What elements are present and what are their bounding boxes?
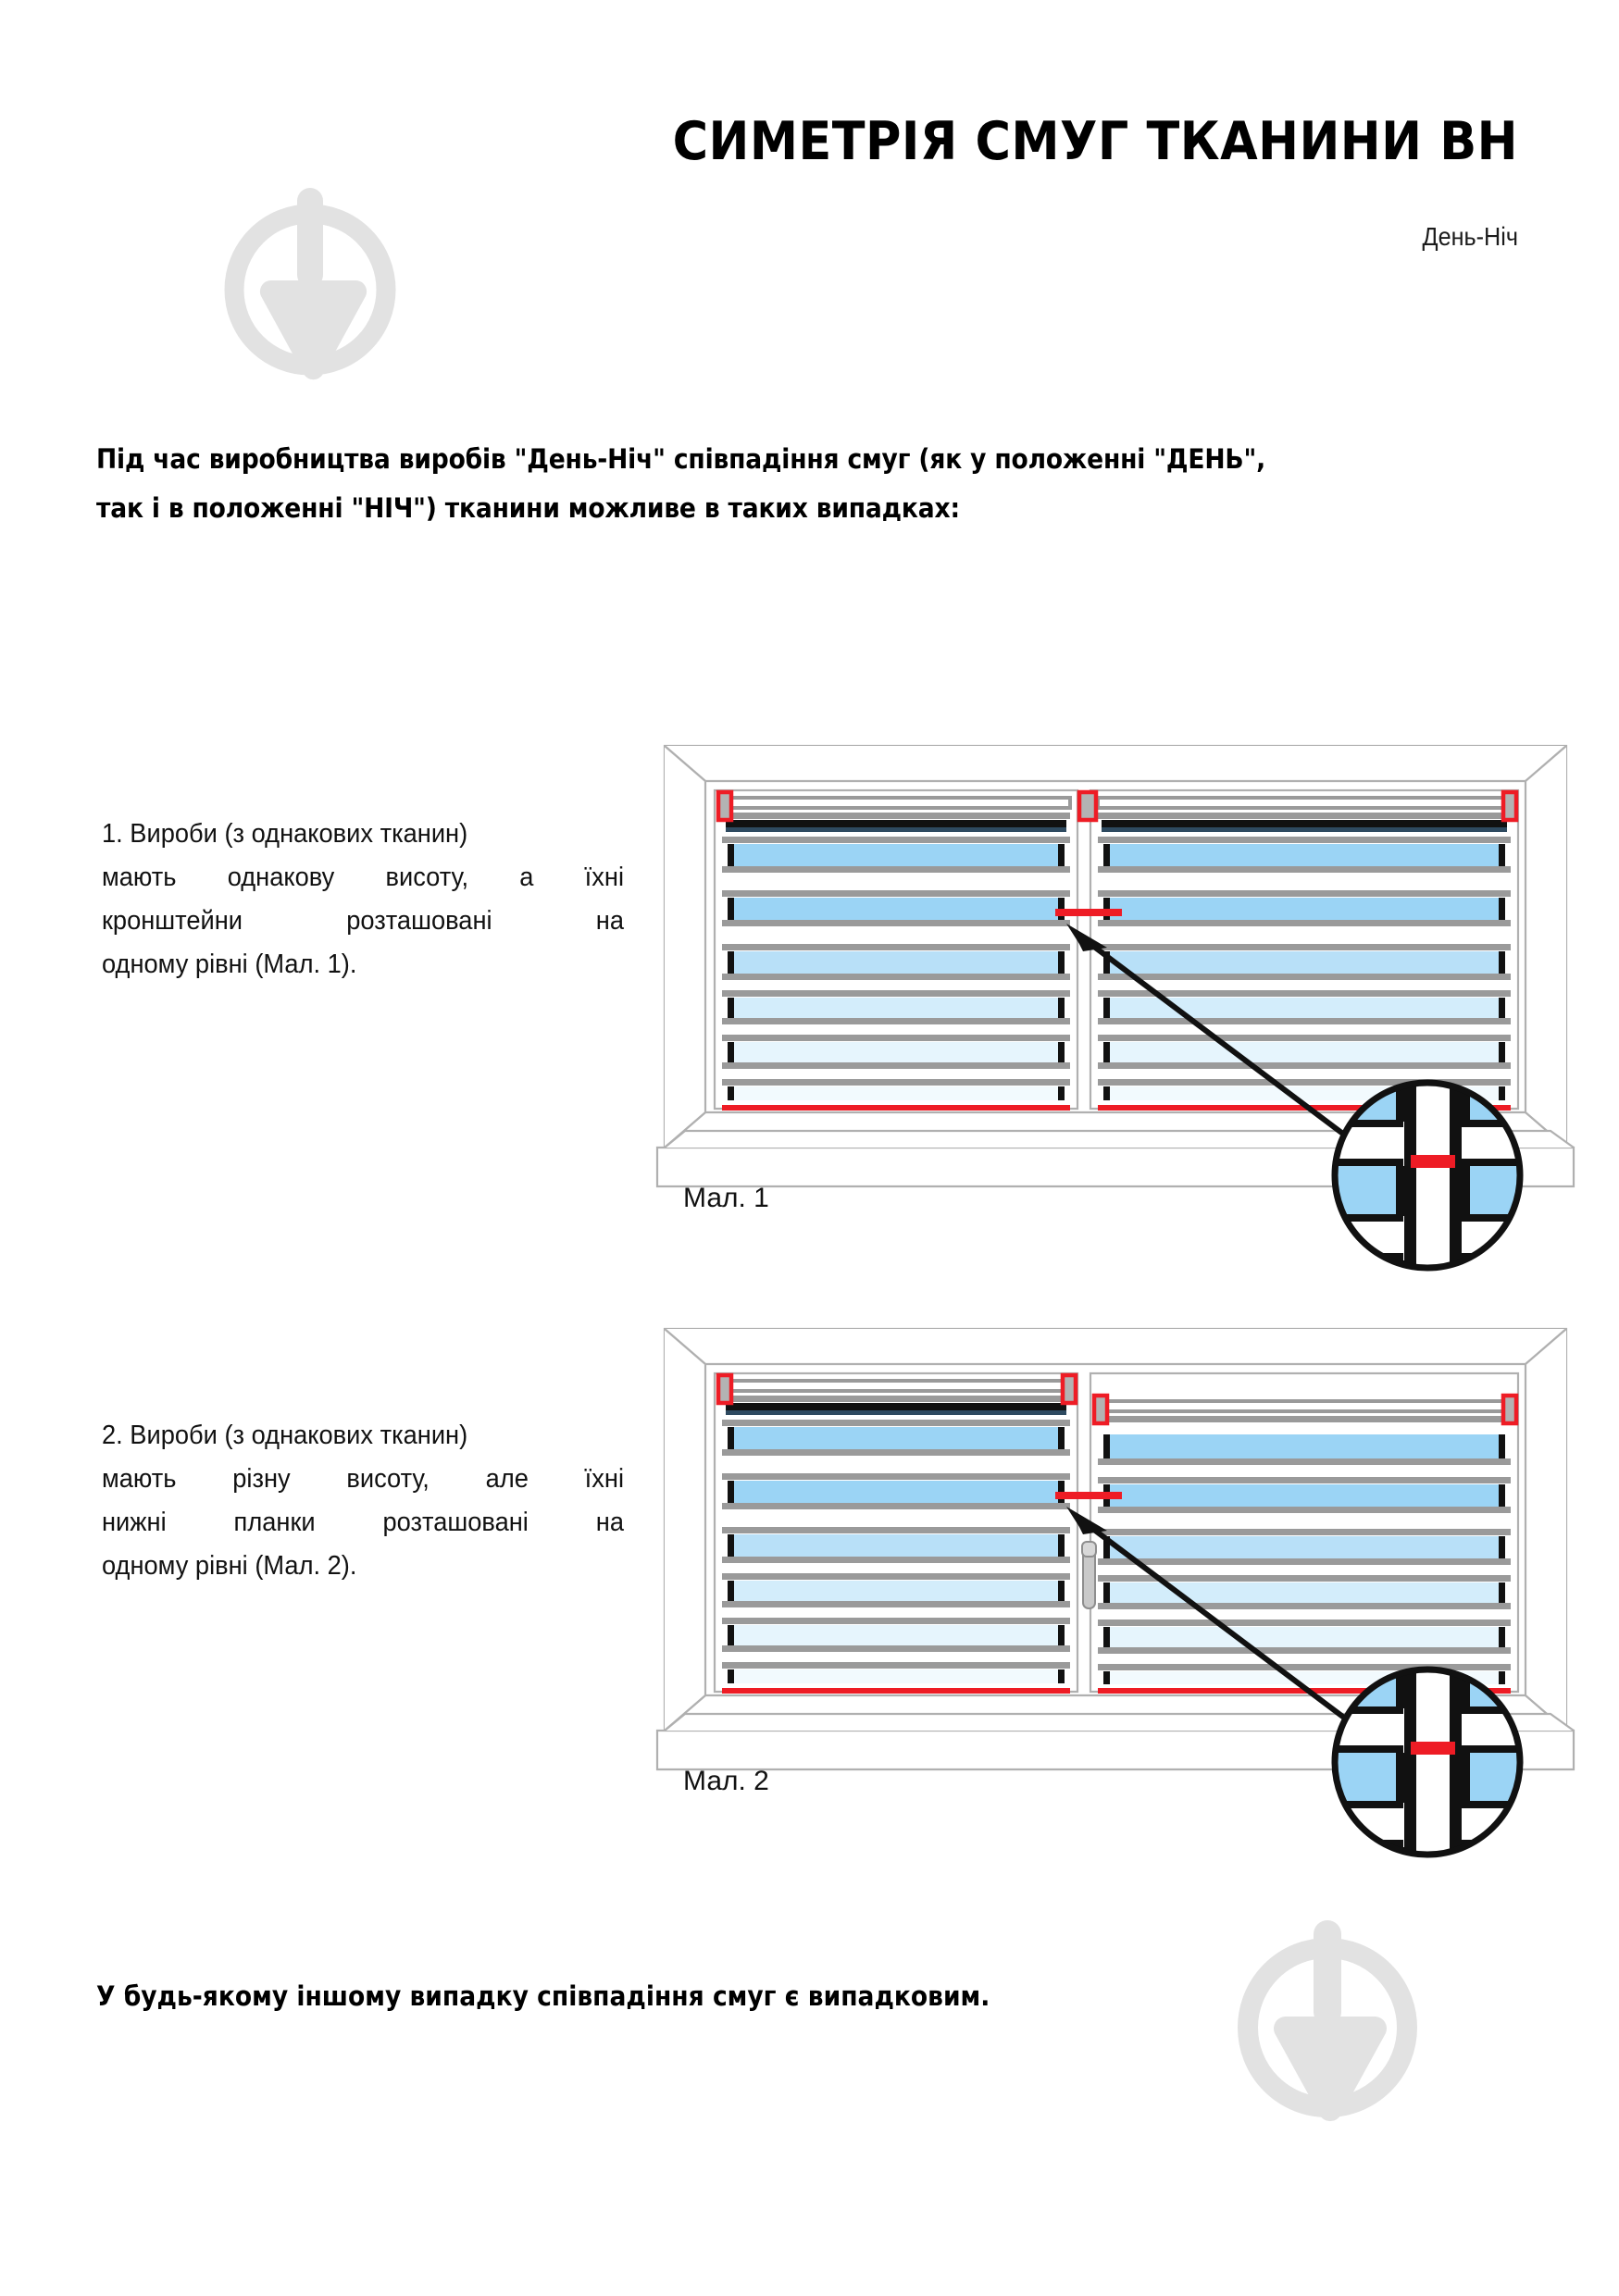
intro-paragraph: Під час виробництва виробів "День-Ніч" с… [96,435,1379,533]
right-sash-1 [1077,788,1520,1111]
item-1-line-4: одному рівні (Мал. 1). [102,949,357,979]
mounting-bracket-center-1 [1077,789,1099,823]
item-2-line-3: нижні планки розташовані на [102,1508,624,1537]
bottom-bar-left-1 [722,1105,1070,1111]
item-1-line-3: кронштейни розташовані на [102,906,624,936]
alignment-marker-2 [1055,1492,1122,1499]
figure-1-caption: Мал. 1 [683,1183,769,1213]
alignment-marker-detail-1 [1411,1155,1455,1168]
left-sash-1 [713,788,1079,1111]
list-item-1: 1. Вироби (з однакових тканин) мають одн… [102,813,624,987]
alignment-marker-1 [1055,909,1122,916]
conclusion-text: У будь-якому іншому випадку співпадіння … [96,1980,990,2012]
page-subtitle: День-Ніч [1422,222,1518,251]
mounting-bracket-left-inner-2 [1060,1372,1078,1406]
right-sash-2 [1081,1371,1520,1694]
bottom-bar-left-2 [722,1688,1070,1694]
mounting-bracket-right-2 [1501,1393,1519,1426]
intro-line-1: Під час виробництва виробів "День-Ніч" с… [96,443,1266,475]
magnifier-detail-1 [1314,1062,1537,1285]
arrow-pointer-icon-1 [1066,924,1353,1143]
item-2-line-2: мають різну висоту, але їхні [102,1464,624,1494]
item-1-line-1: 1. Вироби (з однакових тканин) [102,819,468,849]
left-sash-2 [713,1371,1079,1694]
intro-line-2: так і в положенні "НІЧ") тканини можливе… [96,492,960,524]
mounting-bracket-right-1 [1501,789,1519,823]
magnifier-detail-2 [1314,1649,1537,1871]
watermark-logo-top [211,171,410,384]
mounting-bracket-center-2 [1091,1393,1110,1426]
figure-2-caption: Мал. 2 [683,1766,769,1796]
arrow-pointer-icon-2 [1066,1507,1353,1726]
figure-1-window-equal-heights [648,713,1583,1194]
item-2-line-1: 2. Вироби (з однакових тканин) [102,1421,468,1450]
watermark-logo-bottom [1224,1902,1432,2128]
window-handle-icon [1081,1541,1097,1609]
list-item-2: 2. Вироби (з однакових тканин) мають різ… [102,1414,624,1588]
mounting-bracket-left-1 [716,789,734,823]
alignment-marker-detail-2 [1411,1742,1455,1755]
page-title: СИМЕТРІЯ СМУГ ТКАНИНИ ВН [672,111,1518,172]
figure-2-window-different-heights [648,1296,1583,1777]
mounting-bracket-left-2 [716,1372,734,1406]
item-1-line-2: мають однакову висоту, а їхні [102,863,624,892]
item-2-line-4: одному рівні (Мал. 2). [102,1551,357,1581]
